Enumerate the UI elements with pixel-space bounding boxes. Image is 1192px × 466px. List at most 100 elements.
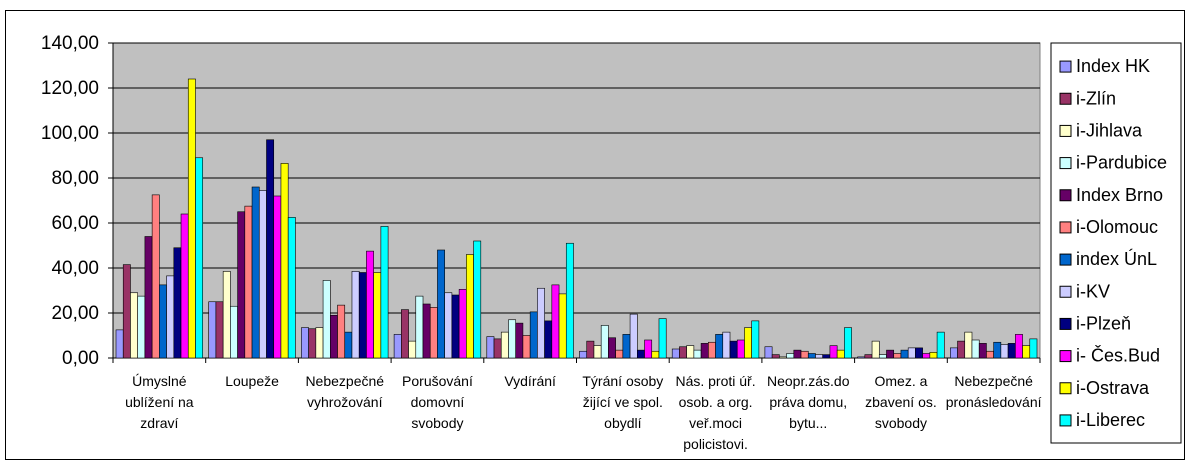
legend-swatch — [1059, 317, 1072, 330]
bar — [458, 289, 467, 359]
bar — [151, 194, 160, 359]
bar — [166, 275, 175, 359]
legend-swatch — [1059, 189, 1072, 202]
x-category-label-line: osob. a org. — [679, 394, 753, 410]
bar — [686, 345, 695, 359]
x-category-label-line: Vydírání — [504, 373, 556, 389]
x-category-label-line: domovní — [411, 394, 465, 410]
bar — [936, 331, 945, 359]
bar — [622, 334, 631, 359]
bar — [779, 356, 787, 359]
bar — [308, 328, 317, 359]
bar — [793, 349, 802, 359]
bar — [986, 350, 994, 359]
y-tick-label: 120,00 — [41, 78, 99, 99]
legend-label: i- Čes.Bud — [1076, 345, 1160, 366]
bar — [907, 347, 916, 359]
legend-box — [1050, 42, 1182, 444]
bar — [815, 354, 824, 359]
x-category-label: Nebezpečné pronásledování — [946, 373, 1042, 410]
bar — [829, 345, 838, 359]
bar — [844, 327, 852, 359]
bar — [415, 295, 424, 359]
bar — [195, 157, 204, 359]
bar — [1029, 338, 1038, 359]
bar — [466, 254, 474, 359]
x-category-label-line: Neopr.zás.do — [767, 373, 850, 389]
legend-label: i-Zlín — [1076, 88, 1116, 108]
bar — [579, 350, 588, 359]
bar — [1007, 343, 1016, 359]
legend-label: i-KV — [1076, 281, 1110, 301]
bar — [971, 339, 980, 359]
legend-label: Index HK — [1076, 56, 1150, 76]
x-category-label: Vydírání — [504, 373, 556, 389]
legend-swatch — [1059, 253, 1072, 266]
bar — [180, 213, 189, 359]
bar — [593, 345, 602, 359]
bar — [1000, 344, 1009, 359]
bar — [864, 354, 873, 359]
bar — [437, 249, 445, 359]
bar — [715, 334, 724, 359]
legend-swatch — [1059, 124, 1072, 137]
x-category-label-line: Omez. a — [874, 373, 927, 389]
bar — [929, 352, 938, 359]
bar — [380, 226, 389, 359]
legend-label: Index Brno — [1076, 185, 1163, 205]
bar — [1015, 334, 1023, 359]
x-category-label-line: Loupeže — [225, 373, 279, 389]
bar — [222, 271, 231, 359]
bar — [280, 163, 289, 359]
x-category-label-line: Porušování — [402, 373, 473, 389]
x-category-label-line: Nebezpečné — [954, 373, 1033, 389]
bar — [444, 292, 453, 359]
bar — [836, 349, 845, 359]
legend-label: i-Ostrava — [1076, 378, 1150, 398]
bar — [651, 350, 660, 359]
bar — [486, 336, 495, 359]
bar — [173, 247, 182, 359]
bar — [515, 322, 524, 359]
x-category-label-line: svobody — [411, 415, 463, 431]
x-category-label: Neopr.zás.do práva domu, bytu... — [767, 373, 850, 431]
bar — [322, 280, 331, 359]
bar — [722, 331, 731, 359]
bar — [978, 343, 987, 359]
bar — [1022, 345, 1031, 359]
bar — [301, 327, 309, 359]
bar — [857, 356, 866, 359]
bar — [537, 287, 545, 359]
legend-label: index ÚnL — [1076, 248, 1157, 269]
legend-swatch — [1059, 60, 1072, 73]
x-category-label-line: obydlí — [604, 415, 641, 431]
bar — [287, 217, 296, 359]
bar — [315, 327, 324, 359]
bar — [658, 318, 667, 359]
legend-swatch — [1059, 92, 1072, 105]
y-tick-label: 0,00 — [62, 348, 99, 369]
bar — [693, 349, 702, 359]
bar — [344, 331, 353, 359]
bar — [615, 349, 624, 359]
bar — [700, 343, 709, 359]
legend-swatch — [1059, 285, 1072, 298]
bar — [544, 320, 553, 359]
bar — [558, 293, 567, 359]
bar — [922, 353, 931, 359]
bar — [893, 353, 902, 359]
bar — [493, 338, 502, 359]
bar — [786, 353, 795, 359]
bar — [251, 186, 260, 359]
bar — [230, 305, 238, 359]
bar — [608, 337, 616, 359]
legend-label: i-Liberec — [1076, 410, 1145, 430]
x-category-label: Nás. proti úř. osob. a org. veř.moci polici… — [675, 373, 755, 452]
bar — [508, 319, 517, 359]
bar — [122, 264, 131, 359]
bar — [244, 205, 253, 359]
bar — [159, 284, 167, 359]
legend-swatch — [1059, 414, 1072, 427]
y-tick-label: 60,00 — [51, 213, 99, 234]
x-category-label: Týrání osoby žijící ve spol. obydlí — [582, 373, 663, 431]
